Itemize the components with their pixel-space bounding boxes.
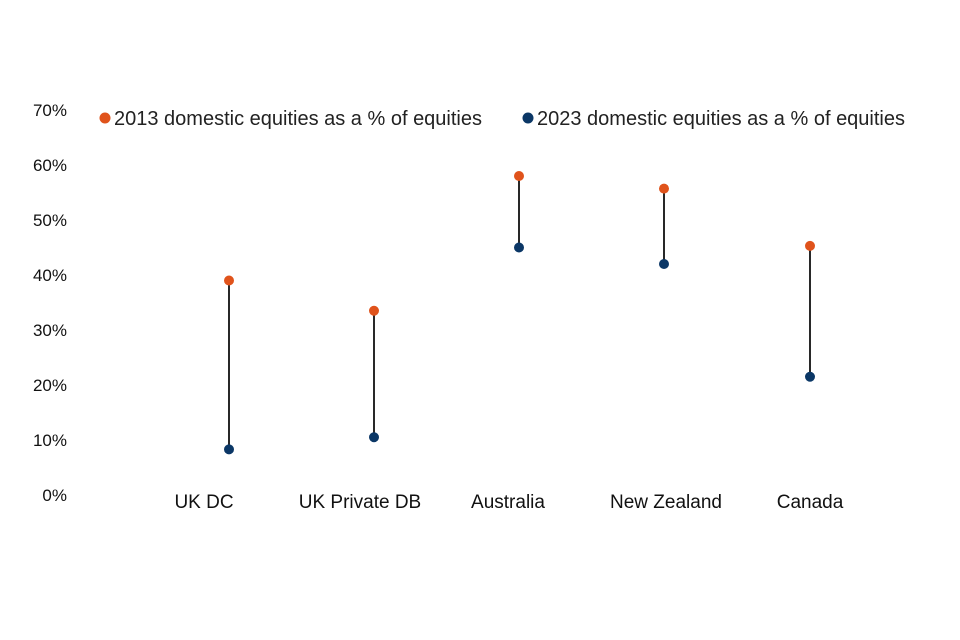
y-tick-label: 70% — [33, 101, 67, 120]
point-2023 — [369, 432, 379, 443]
y-tick-label: 20% — [33, 376, 67, 395]
legend: 2013 domestic equities as a % of equitie… — [99, 108, 905, 130]
point-2023 — [224, 444, 234, 455]
y-tick-label: 60% — [33, 156, 67, 175]
point-2013 — [369, 305, 379, 316]
x-category-label: UK Private DB — [299, 492, 421, 513]
point-2013 — [514, 171, 524, 181]
point-2023 — [659, 259, 669, 269]
y-tick-label: 50% — [33, 211, 67, 230]
x-category-label: Australia — [471, 492, 545, 513]
legend-label: 2013 domestic equities as a % of equitie… — [114, 108, 482, 130]
y-tick-label: 10% — [33, 431, 67, 450]
connector-lines — [228, 176, 811, 450]
point-2013 — [224, 275, 234, 286]
y-tick-label: 30% — [33, 321, 67, 340]
legend-label: 2023 domestic equities as a % of equitie… — [537, 108, 905, 130]
legend-item: 2023 domestic equities as a % of equitie… — [522, 108, 905, 130]
data-points — [224, 171, 815, 455]
y-tick-label: 40% — [33, 266, 67, 285]
x-category-label: Canada — [777, 492, 844, 513]
x-axis-category-labels: UK DC UK Private DB Australia New Zealand Ca… — [174, 492, 843, 513]
point-2023 — [805, 371, 815, 382]
x-category-label: New Zealand — [610, 492, 722, 513]
y-axis-tick-labels: 0% 10% 20% 30% 40% 50% 60% 70% — [33, 101, 67, 505]
point-2013 — [659, 183, 669, 194]
point-2013 — [805, 240, 815, 251]
x-category-label: UK DC — [174, 492, 233, 513]
legend-marker — [522, 112, 534, 124]
legend-item: 2013 domestic equities as a % of equitie… — [99, 108, 482, 130]
legend-marker — [99, 112, 111, 124]
point-2023 — [514, 242, 524, 253]
y-tick-label: 0% — [42, 486, 67, 505]
